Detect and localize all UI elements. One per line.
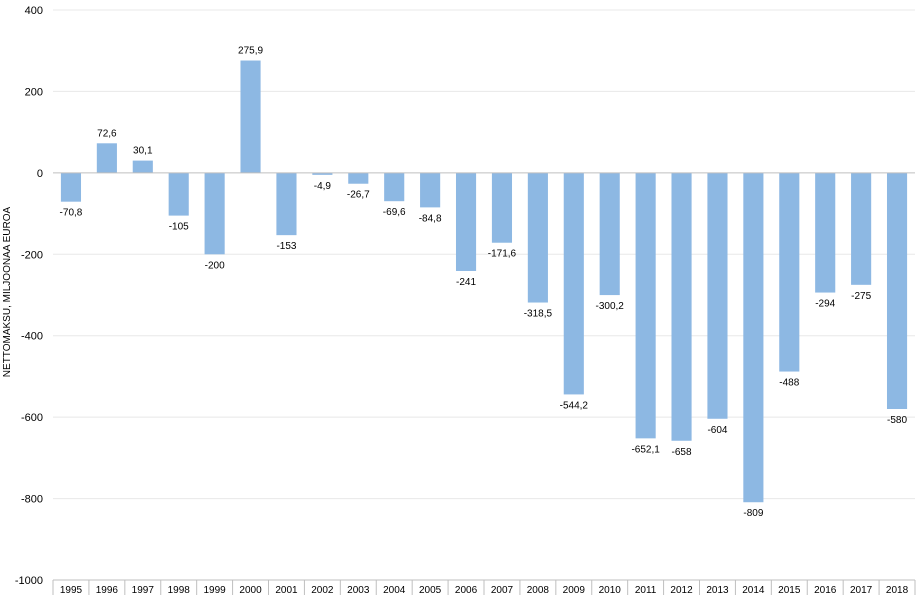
gridlines <box>53 9 915 500</box>
data-label: -604 <box>707 425 727 436</box>
bar <box>240 60 261 173</box>
data-label: -544,2 <box>560 400 589 411</box>
data-label: 72,6 <box>97 128 117 139</box>
data-label: -241 <box>456 277 476 288</box>
x-tick-label: 1997 <box>132 585 155 595</box>
x-tick-label: 2010 <box>599 585 622 595</box>
data-label: -488 <box>779 378 799 389</box>
data-label: -69,6 <box>383 207 406 218</box>
x-tick-label: 2009 <box>563 585 586 595</box>
x-tick-label: 2007 <box>491 585 514 595</box>
x-tick-label: 2002 <box>311 585 334 595</box>
y-tick-label: -800 <box>21 494 43 506</box>
data-labels: -70,8 72,6 30,1 -105 -200 275,9 -153 -4,9 -26,7 -… <box>60 46 908 520</box>
y-axis-ticks: 400 200 0 -200 -400 -600 -800 -1000 <box>15 5 43 587</box>
y-tick-label: 400 <box>25 5 43 17</box>
bar <box>384 172 405 202</box>
bars <box>60 60 908 503</box>
data-label: -658 <box>672 447 692 458</box>
x-tick-label: 2011 <box>635 585 657 595</box>
bar <box>635 172 656 439</box>
x-tick-label: 2004 <box>383 585 406 595</box>
data-label: 30,1 <box>133 146 153 157</box>
bar <box>851 172 872 285</box>
data-label: -275 <box>851 291 871 302</box>
data-label: -105 <box>169 222 189 233</box>
x-tick-label: 2008 <box>527 585 550 595</box>
data-label: -200 <box>205 260 225 271</box>
bar <box>671 172 692 441</box>
y-tick-label: 200 <box>25 86 43 98</box>
x-tick-label: 2006 <box>455 585 478 595</box>
bar <box>420 172 441 208</box>
x-tick-label: 2012 <box>670 585 693 595</box>
data-label: 275,9 <box>238 46 263 57</box>
data-label: -809 <box>743 508 763 519</box>
bar <box>563 172 584 395</box>
x-axis-categories: 1995 1996 1997 1998 1999 2000 2001 2002 2003 2004… <box>52 579 916 595</box>
x-tick-label: 2018 <box>886 585 909 595</box>
y-tick-label: -200 <box>21 249 43 261</box>
data-label: -84,8 <box>419 213 442 224</box>
bar <box>96 143 117 173</box>
bar <box>276 172 297 236</box>
bar <box>312 172 333 175</box>
y-axis-title: NETTOMAKSU, MILJOONAA EUROA <box>2 206 13 377</box>
x-tick-label: 2017 <box>850 585 873 595</box>
y-tick-label: -1000 <box>15 575 43 587</box>
x-tick-label: 2016 <box>814 585 837 595</box>
x-tick-label: 2014 <box>742 585 765 595</box>
bar <box>815 172 836 293</box>
x-tick-label: 1999 <box>204 585 227 595</box>
data-label: -26,7 <box>347 190 370 201</box>
x-tick-label: 2001 <box>275 585 298 595</box>
data-label: -171,6 <box>488 249 517 260</box>
bar <box>60 172 82 202</box>
data-label: -580 <box>887 415 907 426</box>
x-tick-label: 1998 <box>168 585 191 595</box>
x-tick-label: 2013 <box>706 585 729 595</box>
bar <box>886 172 908 409</box>
data-label: -652,1 <box>631 444 660 455</box>
bar <box>168 172 189 216</box>
bar <box>491 172 513 243</box>
x-tick-label: 1995 <box>60 585 83 595</box>
data-label: -318,5 <box>524 309 553 320</box>
y-tick-label: -400 <box>21 331 43 343</box>
bar <box>707 172 728 419</box>
x-tick-label: 2003 <box>347 585 370 595</box>
bar <box>599 172 620 296</box>
bar <box>527 172 548 303</box>
bar <box>779 172 800 372</box>
x-tick-label: 2000 <box>239 585 262 595</box>
bar <box>743 172 764 503</box>
bar <box>204 172 225 255</box>
bar <box>132 160 153 173</box>
y-tick-label: -600 <box>21 412 43 424</box>
y-tick-label: 0 <box>37 168 43 180</box>
bar <box>348 172 369 184</box>
data-label: -70,8 <box>60 208 83 219</box>
bar <box>455 172 477 271</box>
data-label: -4,9 <box>314 181 332 192</box>
data-label: -153 <box>276 241 296 252</box>
data-label: -300,2 <box>596 301 625 312</box>
data-label: -294 <box>815 299 835 310</box>
x-tick-label: 2005 <box>419 585 442 595</box>
x-tick-label: 2015 <box>778 585 801 595</box>
x-tick-label: 1996 <box>96 585 119 595</box>
